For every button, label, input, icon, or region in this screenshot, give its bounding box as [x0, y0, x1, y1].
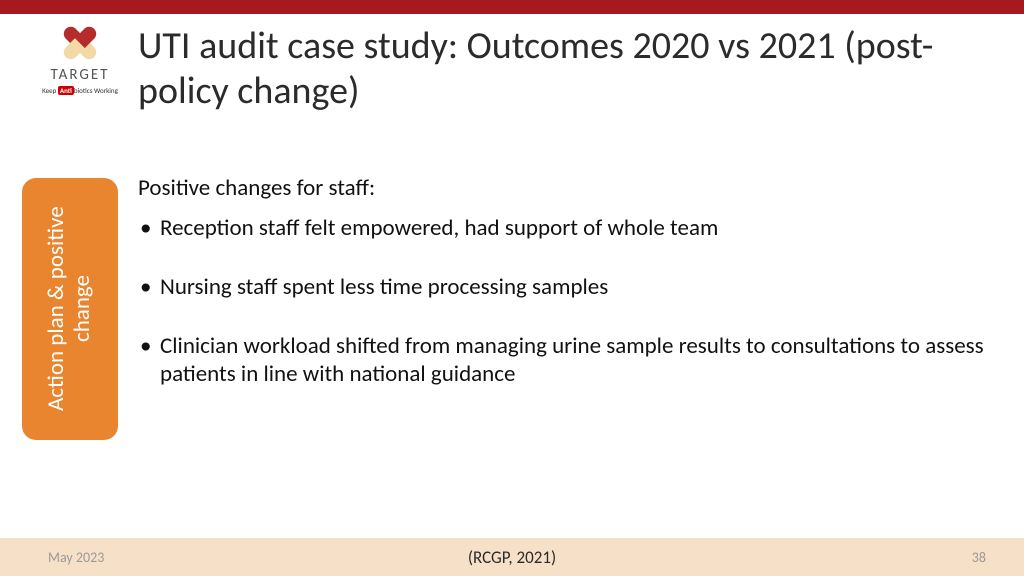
tagline-pre: Keep: [42, 86, 56, 95]
footer-citation: (RCGP, 2021): [0, 547, 1024, 568]
logo-block: TARGET Keep Antibiotics Working: [36, 22, 124, 95]
side-tab: Action plan & positive change: [22, 178, 118, 440]
top-accent-bar: [0, 0, 1024, 14]
bullet-list: Reception staff felt empowered, had supp…: [138, 214, 984, 389]
tagline-post: biotics Working: [74, 86, 118, 95]
slide-title: UTI audit case study: Outcomes 2020 vs 2…: [138, 24, 1000, 114]
side-tab-label: Action plan & positive change: [44, 178, 96, 440]
list-item: Nursing staff spent less time processing…: [138, 273, 984, 302]
tagline-highlight: Anti: [58, 86, 74, 95]
body-lead: Positive changes for staff:: [138, 174, 984, 202]
body-content: Positive changes for staff: Reception st…: [138, 174, 984, 389]
list-item: Clinician workload shifted from managing…: [138, 332, 984, 390]
list-item: Reception staff felt empowered, had supp…: [138, 214, 984, 243]
slide-number: 38: [972, 549, 986, 566]
slide: TARGET Keep Antibiotics Working UTI audi…: [0, 0, 1024, 576]
logo-word: TARGET: [36, 66, 124, 84]
target-x-icon: [52, 22, 108, 64]
footer-date: May 2023: [48, 549, 104, 566]
footer-bar: May 2023 (RCGP, 2021) 38: [0, 538, 1024, 576]
logo-tagline: Keep Antibiotics Working: [36, 86, 124, 95]
